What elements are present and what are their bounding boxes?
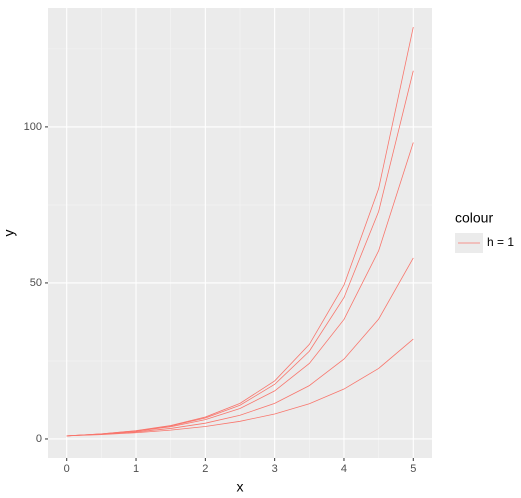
y-axis-title: y [1,230,17,237]
y-tick-label: 0 [36,433,42,445]
x-tick-label: 3 [272,463,278,475]
x-tick-label: 5 [410,463,416,475]
line [66,338,414,437]
x-tick-label: 4 [341,463,347,475]
x-tick-label: 2 [202,463,208,475]
line [66,142,414,437]
legend-title: colour [455,210,493,226]
x-tick-label: 1 [133,463,139,475]
x-axis-title: x [237,479,244,495]
lines [66,26,414,437]
line [66,257,414,437]
y-tick-label: 50 [30,277,42,289]
grid [48,8,432,458]
x-tick-label: 0 [64,463,70,475]
y-tick-label: 100 [24,121,42,133]
legend-label: h = 1 [487,235,514,249]
